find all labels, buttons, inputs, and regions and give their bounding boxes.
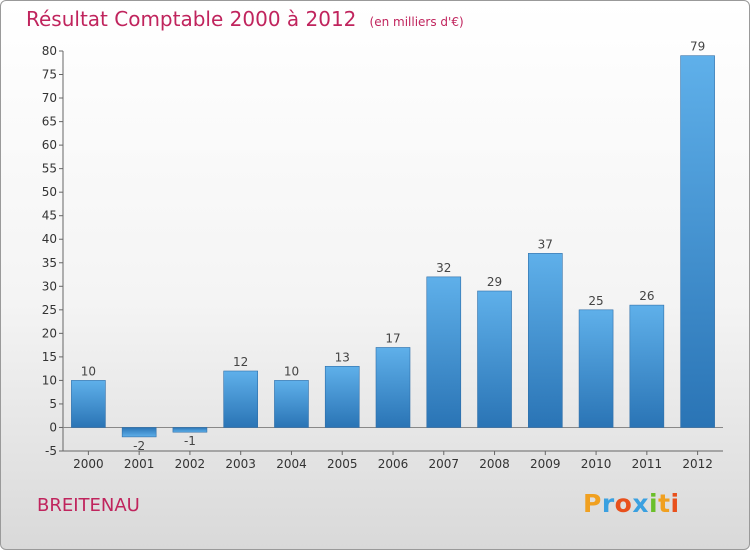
data-label: 10	[81, 364, 96, 378]
x-tick-label: 2000	[73, 457, 104, 471]
x-tick-label: 2010	[581, 457, 612, 471]
x-tick-label: 2002	[175, 457, 206, 471]
bar	[528, 253, 563, 428]
bar	[629, 304, 665, 428]
data-label: 29	[487, 275, 502, 289]
y-tick-label: 65	[42, 115, 57, 129]
data-label: 26	[639, 289, 654, 303]
data-label: -1	[184, 434, 196, 448]
y-tick-label: 5	[49, 397, 57, 411]
data-label: 13	[335, 350, 350, 364]
y-tick-label: 80	[42, 44, 57, 58]
bar	[71, 380, 106, 428]
x-tick-label: 2005	[327, 457, 358, 471]
logo-letter: i	[670, 489, 680, 518]
y-tick-label: 45	[42, 209, 57, 223]
y-tick-label: 60	[42, 138, 57, 152]
x-tick-label: 2003	[225, 457, 256, 471]
y-tick-label: 25	[42, 303, 57, 317]
bars	[71, 55, 715, 438]
bar	[121, 427, 157, 438]
y-tick-label: 35	[42, 256, 57, 270]
y-tick-label: 55	[42, 162, 57, 176]
y-tick-label: 70	[42, 91, 57, 105]
data-label: 10	[284, 364, 299, 378]
logo-letter: i	[649, 489, 659, 518]
y-tick-label: -5	[45, 444, 57, 458]
bar	[274, 380, 309, 428]
chart-title-block: Résultat Comptable 2000 à 2012 (en milli…	[26, 7, 464, 31]
logo-letter: P	[583, 489, 602, 518]
chart-unit: (en milliers d'€)	[369, 15, 464, 29]
bar	[680, 55, 715, 428]
x-tick-label: 2009	[530, 457, 561, 471]
logo-letter: t	[658, 489, 671, 518]
bar	[477, 290, 512, 428]
bar	[172, 427, 208, 433]
bar	[578, 309, 614, 428]
y-tick-label: 50	[42, 185, 57, 199]
axes: -5 0 5 10 15 20 25 30 35 40 45 50 55 60 65 70 75 80 2000 20…	[42, 44, 723, 471]
logo-letter: o	[614, 489, 633, 518]
data-labels: 10 -2 -1 12 10 13 17 32 29 37 25 26 79	[81, 40, 706, 453]
x-tick-label: 2008	[479, 457, 510, 471]
data-label: 12	[233, 355, 248, 369]
x-tick-label: 2004	[276, 457, 307, 471]
bar	[426, 276, 462, 428]
chart-title: Résultat Comptable 2000 à 2012	[26, 7, 357, 31]
y-tick-label: 20	[42, 326, 57, 340]
data-label: 17	[385, 331, 400, 345]
x-tick-label: 2007	[428, 457, 459, 471]
y-tick-label: 75	[42, 68, 57, 82]
y-tick-label: 40	[42, 232, 57, 246]
data-label: 79	[690, 40, 705, 54]
y-tick-label: 10	[42, 373, 57, 387]
logo-letter: x	[632, 489, 649, 518]
y-tick-label: 15	[42, 350, 57, 364]
proxiti-logo: Proxiti	[583, 489, 680, 518]
logo-letter: r	[601, 489, 615, 518]
bar	[324, 365, 360, 428]
x-tick-label: 2012	[682, 457, 713, 471]
x-tick-label: 2006	[378, 457, 409, 471]
data-label: 37	[538, 237, 553, 251]
commune-name: BREITENAU	[37, 495, 140, 516]
bar	[223, 370, 258, 428]
x-tick-label: 2011	[632, 457, 663, 471]
data-label: 32	[436, 261, 451, 275]
x-tick-label: 2001	[124, 457, 155, 471]
y-tick-label: 0	[49, 420, 57, 434]
bar	[375, 347, 411, 428]
data-label: 25	[588, 294, 603, 308]
y-tick-label: 30	[42, 279, 57, 293]
data-label: -2	[133, 439, 145, 453]
